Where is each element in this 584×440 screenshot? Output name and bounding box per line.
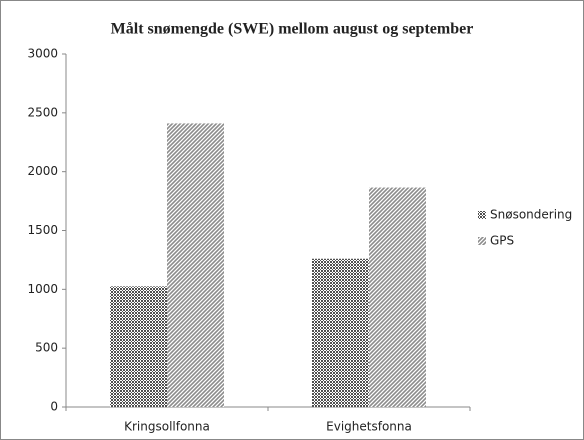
legend-label: GPS [490,234,514,248]
y-tick-label: 1000 [27,282,58,296]
legend-label: Snøsondering [490,208,572,222]
y-tick-label: 1500 [27,223,58,237]
chart-title: Målt snømengde (SWE) mellom august og se… [111,21,474,38]
y-tick-label: 500 [35,341,58,355]
legend-swatch [478,237,486,245]
bar [110,286,167,407]
y-tick-label: 2000 [27,164,58,178]
y-tick-label: 3000 [27,47,58,61]
bar [312,258,369,407]
y-tick-label: 2500 [27,105,58,119]
x-tick-label: Kringsollfonna [124,420,210,434]
bar [167,123,224,407]
x-tick-label: Evighetsfonna [326,420,412,434]
y-tick-label: 0 [50,400,58,414]
legend-swatch [478,211,486,219]
bar [369,187,426,407]
